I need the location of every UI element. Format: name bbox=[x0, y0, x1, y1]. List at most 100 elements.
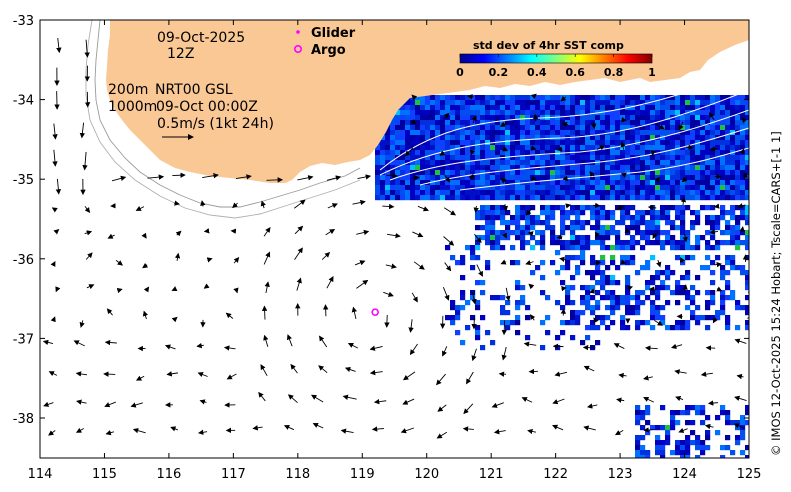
current-arrow bbox=[655, 123, 665, 130]
current-arrow bbox=[443, 112, 450, 120]
argo-marker-icon bbox=[293, 44, 302, 53]
current-arrow bbox=[532, 113, 539, 122]
current-arrow bbox=[527, 231, 534, 237]
current-arrow bbox=[283, 424, 295, 431]
current-arrow bbox=[294, 199, 306, 209]
current-arrow bbox=[43, 401, 54, 407]
current-arrow bbox=[436, 373, 446, 386]
current-arrow bbox=[263, 334, 269, 347]
current-arrow bbox=[556, 234, 563, 240]
current-arrow bbox=[369, 369, 383, 376]
current-arrow bbox=[681, 176, 688, 183]
current-arrow bbox=[647, 204, 657, 211]
current-arrow bbox=[643, 396, 654, 403]
current-arrow bbox=[106, 308, 113, 316]
x-tick-label: 117 bbox=[221, 467, 246, 482]
current-arrow bbox=[290, 363, 298, 374]
current-arrow bbox=[593, 317, 599, 324]
current-arrow bbox=[286, 334, 293, 347]
current-arrow bbox=[594, 260, 602, 266]
hour-label: 12Z bbox=[167, 46, 194, 62]
current-arrow bbox=[351, 306, 357, 320]
current-arrow bbox=[166, 371, 179, 377]
current-arrow bbox=[645, 345, 658, 351]
colorbar-tick-label: 0.8 bbox=[604, 66, 624, 79]
current-arrow bbox=[402, 371, 416, 381]
current-arrow bbox=[437, 404, 447, 412]
current-arrow bbox=[410, 119, 417, 125]
current-arrow bbox=[356, 229, 370, 236]
colorbar-tick-label: 0.4 bbox=[527, 66, 547, 79]
current-arrow bbox=[223, 345, 236, 351]
current-arrow bbox=[560, 95, 567, 102]
current-arrow bbox=[561, 121, 568, 128]
current-arrow bbox=[318, 365, 328, 374]
current-arrow bbox=[499, 121, 508, 127]
current-arrow bbox=[565, 203, 572, 209]
current-arrow bbox=[294, 247, 303, 260]
y-tick-label: -37 bbox=[13, 332, 34, 347]
current-arrow bbox=[297, 175, 314, 181]
current-arrow bbox=[73, 340, 85, 347]
current-arrow bbox=[527, 428, 537, 435]
current-arrow bbox=[411, 94, 418, 101]
current-arrow bbox=[340, 428, 354, 434]
current-arrow bbox=[142, 310, 149, 320]
current-arrow bbox=[441, 346, 448, 357]
current-arrow bbox=[734, 338, 747, 344]
current-arrow bbox=[528, 283, 535, 290]
x-tick-label: 124 bbox=[672, 467, 697, 482]
x-tick-label: 115 bbox=[92, 467, 117, 482]
current-arrow bbox=[266, 177, 284, 183]
current-arrow bbox=[589, 171, 595, 177]
current-arrow bbox=[107, 233, 115, 239]
current-arrow bbox=[356, 279, 369, 289]
current-arrow bbox=[590, 121, 597, 130]
current-arrow bbox=[491, 402, 504, 408]
current-arrow bbox=[704, 423, 714, 430]
current-arrow bbox=[680, 196, 687, 206]
current-arrow bbox=[326, 276, 334, 289]
colorbar-tick-label: 1 bbox=[648, 66, 656, 79]
y-axis: -33 -34 -35 -36 -37 -38 bbox=[13, 14, 749, 427]
current-vectors bbox=[42, 37, 749, 439]
current-arrow bbox=[596, 145, 606, 151]
current-arrow bbox=[501, 320, 507, 336]
current-arrow bbox=[705, 345, 716, 351]
current-arrow bbox=[502, 146, 509, 152]
current-arrow bbox=[116, 287, 123, 294]
current-arrow bbox=[739, 148, 745, 155]
bathymetry-200m bbox=[94, 20, 361, 208]
current-arrow bbox=[493, 429, 506, 435]
current-arrow bbox=[443, 207, 457, 216]
current-arrow bbox=[173, 200, 180, 206]
current-arrow bbox=[582, 344, 596, 351]
colorbar-title: std dev of 4hr SST comp bbox=[473, 39, 624, 52]
y-tick-label: -33 bbox=[13, 14, 34, 29]
current-arrow bbox=[141, 232, 147, 239]
colorbar-tick-label: 0 bbox=[456, 66, 464, 79]
date-label: 09-Oct-2025 bbox=[157, 30, 245, 46]
current-arrow bbox=[621, 117, 627, 123]
plot-frame bbox=[39, 19, 750, 459]
current-arrow bbox=[739, 226, 745, 232]
current-arrow bbox=[312, 422, 324, 429]
x-tick-label: 119 bbox=[350, 467, 375, 482]
current-arrow bbox=[132, 428, 146, 434]
glider-marker-icon bbox=[296, 30, 300, 34]
sst-contours bbox=[379, 69, 749, 191]
current-arrow bbox=[529, 314, 536, 321]
current-arrow bbox=[614, 430, 624, 436]
current-arrow bbox=[260, 364, 268, 377]
colorbar bbox=[459, 53, 653, 64]
current-arrow bbox=[85, 252, 93, 260]
current-arrow bbox=[199, 399, 207, 405]
current-arrow bbox=[471, 291, 477, 305]
current-arrow bbox=[232, 202, 238, 209]
current-arrow bbox=[654, 319, 663, 326]
x-tick-label: 122 bbox=[543, 467, 568, 482]
current-arrow bbox=[371, 426, 385, 432]
scale-label: 0.5m/s (1kt 24h) bbox=[157, 116, 274, 132]
current-arrow bbox=[627, 285, 634, 291]
y-tick-label: -34 bbox=[13, 94, 34, 109]
